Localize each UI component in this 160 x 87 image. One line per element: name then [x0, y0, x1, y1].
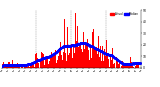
Legend: Actual, Median: Actual, Median — [110, 12, 139, 16]
